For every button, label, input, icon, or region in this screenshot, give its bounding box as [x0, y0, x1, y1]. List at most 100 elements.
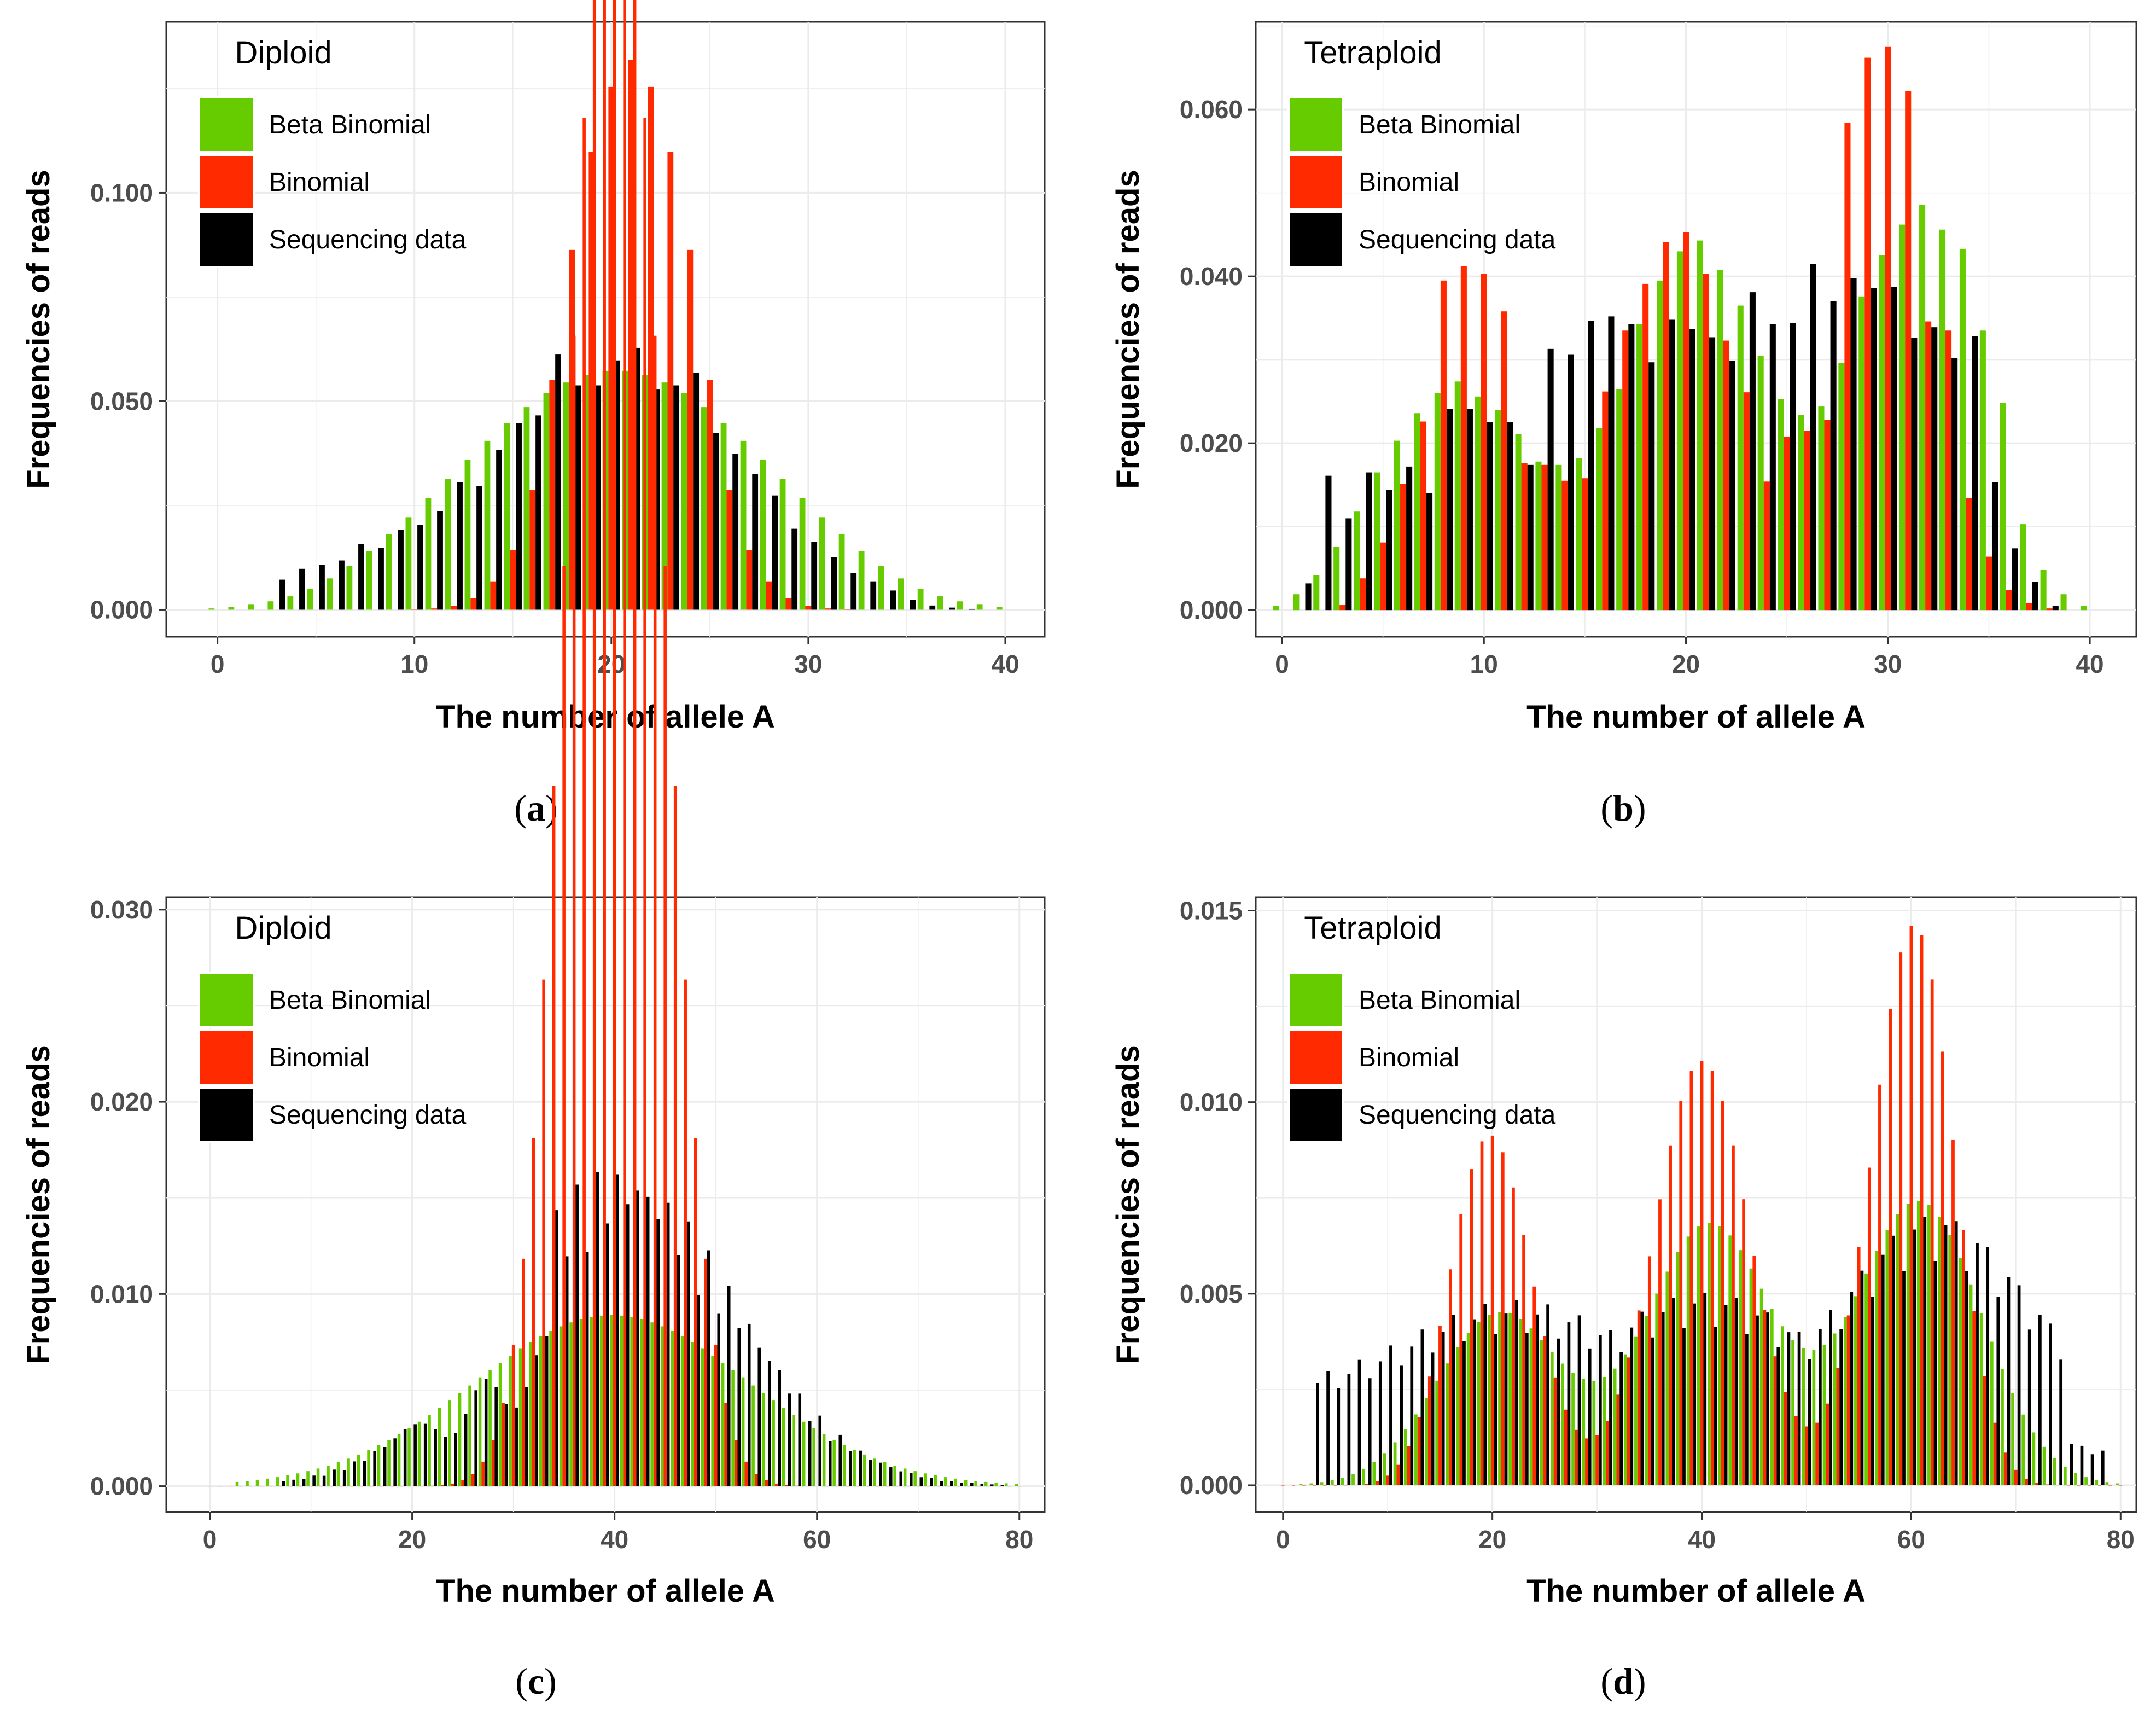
binomial-bar — [1007, 1486, 1011, 1487]
binomial-bar — [927, 1486, 930, 1487]
x-tick-label: 80 — [1005, 1525, 1033, 1554]
sequencing-bar — [363, 1461, 366, 1486]
beta-binomial-bar — [2095, 1480, 2099, 1485]
sequencing-bar — [2090, 1454, 2094, 1485]
beta-binomial-bar — [208, 608, 215, 610]
binomial-bar — [1784, 436, 1790, 611]
binomial-bar — [1885, 46, 1891, 611]
legend-label: Beta Binomial — [269, 111, 431, 139]
legend-label: Beta Binomial — [1359, 986, 1520, 1015]
beta-binomial-bar — [2021, 1414, 2025, 1485]
beta-binomial-bar — [569, 1322, 573, 1486]
binomial-bar — [876, 1486, 879, 1487]
binomial-bar — [694, 1137, 697, 1486]
sequencing-bar — [1420, 1329, 1424, 1485]
beta-binomial-bar — [661, 382, 668, 610]
binomial-bar — [1925, 321, 1932, 611]
sequencing-bar — [727, 1286, 731, 1486]
beta-binomial-bar — [853, 1450, 856, 1486]
beta-binomial-bar — [1434, 393, 1441, 611]
sequencing-bar — [434, 1429, 437, 1486]
beta-binomial-bar — [1454, 381, 1461, 611]
y-tick-label: 0.000 — [90, 595, 153, 624]
sequencing-bar — [496, 450, 502, 610]
bars — [208, 60, 1003, 610]
binomial-bar — [1669, 1145, 1672, 1485]
sequencing-bar — [828, 1441, 832, 1486]
beta-binomial-bar — [1927, 1205, 1931, 1485]
beta-binomial-bar — [458, 1393, 462, 1486]
sequencing-bar — [1557, 1338, 1560, 1485]
sequencing-bar — [1693, 1303, 1696, 1485]
binomial-bar — [588, 152, 595, 610]
binomial-bar — [1323, 1485, 1327, 1486]
x-axis-title: The number of allele A — [1526, 1573, 1866, 1609]
binomial-bar — [1501, 1152, 1505, 1485]
binomial-bar — [400, 1486, 404, 1487]
sequencing-bar — [646, 1196, 650, 1486]
sequencing-bar — [1630, 1327, 1634, 1485]
y-tick-label: 0.010 — [1180, 1088, 1243, 1117]
sequencing-bar — [1776, 1347, 1780, 1485]
beta-binomial-bar — [386, 534, 392, 610]
beta-binomial-bar — [792, 1415, 795, 1486]
binomial-bar — [1339, 605, 1346, 611]
beta-binomial-bar — [1616, 389, 1623, 611]
sequencing-bar — [474, 1390, 477, 1486]
sequencing-bar — [1406, 466, 1413, 611]
binomial-bar — [1965, 498, 1972, 611]
beta-binomial-bar — [1885, 1230, 1889, 1485]
binomial-bar — [1460, 266, 1467, 611]
binomial-bar — [1679, 1101, 1683, 1485]
beta-binomial-bar — [582, 375, 589, 610]
sequencing-bar — [757, 1347, 761, 1486]
binomial-bar — [866, 1486, 869, 1487]
sequencing-bar — [732, 454, 739, 610]
binomial-bar — [707, 380, 713, 610]
beta-binomial-bar — [1596, 428, 1603, 611]
binomial-bar — [1459, 1214, 1463, 1485]
sequencing-bar — [818, 1415, 822, 1486]
beta-binomial-bar — [543, 393, 550, 610]
x-axis-title: The number of allele A — [1526, 699, 1866, 735]
binomial-bar — [1302, 1485, 1306, 1486]
binomial-bar — [1585, 1438, 1588, 1485]
binomial-bar — [470, 598, 477, 610]
legend-swatch — [1287, 1029, 1344, 1086]
beta-binomial-bar — [1938, 1217, 1941, 1485]
beta-binomial-bar — [1414, 413, 1420, 611]
sequencing-bar — [1389, 1345, 1392, 1485]
beta-binomial-bar — [559, 1326, 563, 1486]
panel-caption: (d) — [1600, 1660, 1646, 1702]
binomial-bar — [766, 581, 772, 610]
sequencing-bar — [596, 1172, 599, 1486]
binomial-bar — [633, 0, 637, 1486]
beta-binomial-bar — [1309, 1483, 1313, 1485]
beta-binomial-bar — [1354, 511, 1360, 611]
sequencing-bar — [2049, 1323, 2052, 1485]
sequencing-bar — [1608, 316, 1615, 611]
caption-letter: c — [528, 1660, 544, 1702]
y-tick-label: 0.020 — [90, 1088, 153, 1116]
binomial-bar — [1602, 391, 1609, 611]
binomial-bar — [1972, 1311, 1976, 1485]
beta-binomial-bar — [549, 1330, 552, 1486]
sequencing-bar — [319, 565, 325, 610]
beta-binomial-bar — [923, 1473, 927, 1486]
y-axis-title: Frequencies of reads — [1110, 1045, 1146, 1364]
binomial-bar — [1805, 1426, 1808, 1485]
beta-binomial-bar — [954, 1478, 957, 1486]
binomial-bar — [726, 490, 733, 610]
beta-binomial-bar — [2040, 569, 2047, 611]
sequencing-bar — [555, 1210, 558, 1486]
binomial-bar — [1606, 1421, 1610, 1485]
beta-binomial-bar — [1739, 1250, 1743, 1485]
sequencing-bar — [614, 360, 620, 610]
beta-binomial-bar — [1656, 280, 1663, 611]
x-tick-label: 60 — [803, 1525, 831, 1554]
beta-binomial-bar — [917, 589, 924, 610]
sequencing-bar — [1325, 475, 1332, 611]
sequencing-bar — [909, 1473, 913, 1486]
beta-binomial-bar — [478, 1377, 482, 1486]
beta-binomial-bar — [1425, 1398, 1428, 1485]
